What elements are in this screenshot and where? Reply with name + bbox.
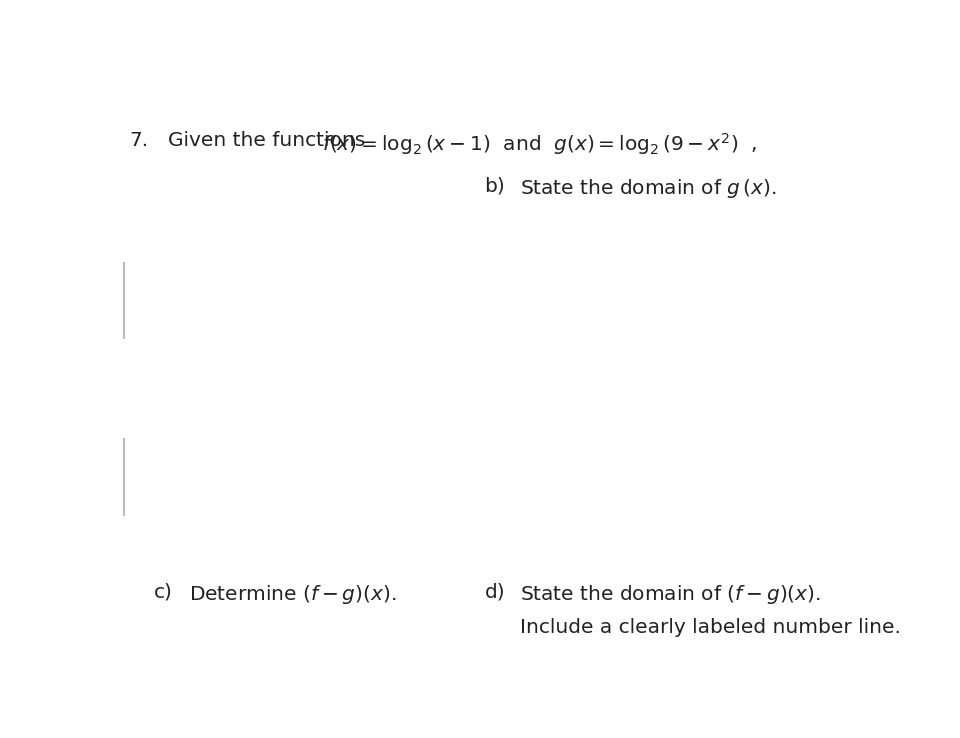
Text: Given the functions: Given the functions	[168, 131, 366, 150]
Text: Determine $(f-g)(x)$.: Determine $(f-g)(x)$.	[189, 583, 396, 606]
Text: c): c)	[154, 583, 173, 602]
Text: State the domain of $g\,(x)$.: State the domain of $g\,(x)$.	[520, 176, 777, 200]
Text: State the domain of $(f-g)(x)$.: State the domain of $(f-g)(x)$.	[520, 583, 821, 606]
Text: $f(x) = \log_2(x-1)$  and  $g(x) = \log_2(9-x^2)$  ,: $f(x) = \log_2(x-1)$ and $g(x) = \log_2(…	[323, 131, 757, 157]
Text: b): b)	[485, 176, 505, 196]
Text: d): d)	[485, 583, 505, 602]
Text: 7.: 7.	[129, 131, 148, 150]
Text: Include a clearly labeled number line.: Include a clearly labeled number line.	[520, 618, 901, 637]
